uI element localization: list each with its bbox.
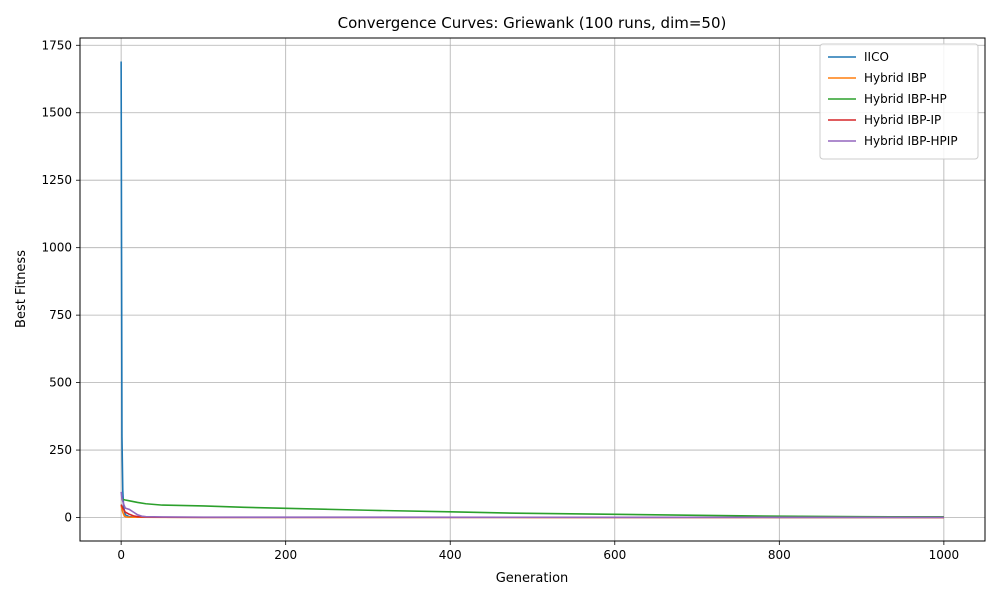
y-tick-label: 1750 [41,38,72,52]
x-tick-label: 1000 [929,548,960,562]
x-tick-label: 600 [603,548,626,562]
legend-label: IICO [864,50,889,64]
series-line-3 [121,498,944,518]
y-tick-label: 750 [49,308,72,322]
chart-title: Convergence Curves: Griewank (100 runs, … [338,14,727,32]
legend-box [819,43,979,160]
y-tick-label: 1000 [41,241,72,255]
y-tick-label: 0 [64,511,72,525]
y-tick-label: 500 [49,376,72,390]
plot-frame [79,37,986,542]
y-tick-label: 250 [49,443,72,457]
x-axis-label: Generation [496,571,569,586]
legend-label: Hybrid IBP-HPIP [864,134,958,148]
legend-label: Hybrid IBP [864,71,926,85]
legend-label: Hybrid IBP-IP [864,113,941,127]
x-tick-label: 0 [117,548,125,562]
grid [80,38,985,541]
x-axis: 0 200 400 600 800 1000 [117,541,959,562]
x-tick-label: 400 [439,548,462,562]
series-line-5 [120,491,944,519]
series-layer [120,61,944,519]
y-axis-label: Best Fitness [14,250,29,328]
x-tick-label: 200 [274,548,297,562]
y-axis: 0 250 500 750 1000 1250 1500 1750 [41,38,80,525]
y-tick-label: 1500 [41,106,72,120]
legend: IICO Hybrid IBP Hybrid IBP-HP Hybrid IBP-IP… [819,43,979,160]
x-tick-label: 800 [768,548,791,562]
y-tick-label: 1250 [41,173,72,187]
legend-label: Hybrid IBP-HP [864,92,947,106]
